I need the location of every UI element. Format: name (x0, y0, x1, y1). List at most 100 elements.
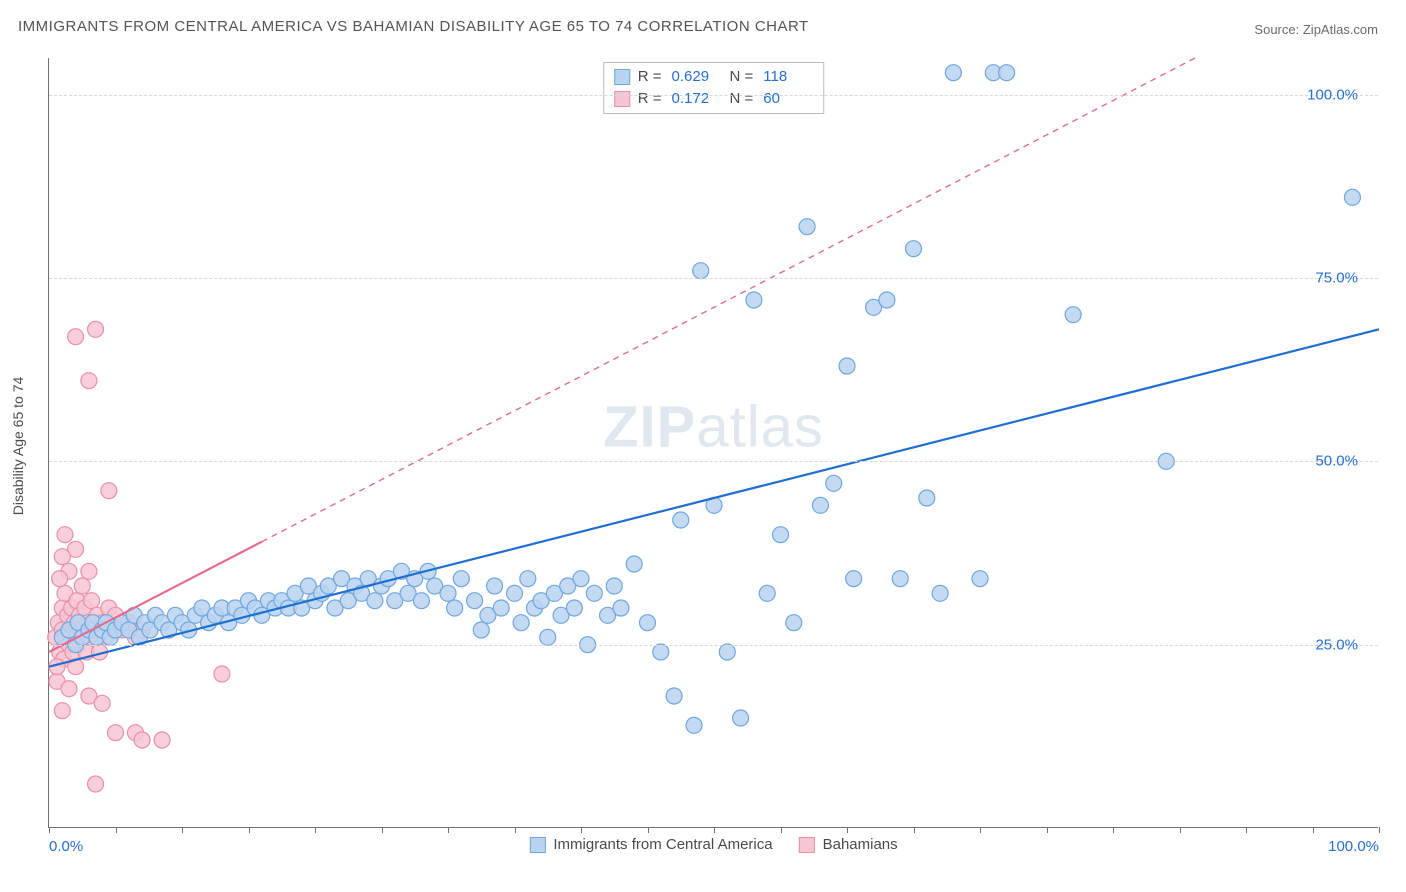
legend-swatch (614, 91, 630, 107)
data-point (88, 776, 104, 792)
x-tick (49, 827, 50, 833)
data-point (1065, 307, 1081, 323)
data-point (613, 600, 629, 616)
data-point (453, 571, 469, 587)
data-point (693, 263, 709, 279)
r-value: 0.629 (672, 66, 722, 88)
x-tick (781, 827, 782, 833)
x-tick (1313, 827, 1314, 833)
stat-legend: R =0.629N =118R =0.172N =60 (603, 62, 825, 114)
legend-swatch (529, 837, 545, 853)
x-tick (182, 827, 183, 833)
data-point (74, 578, 90, 594)
bottom-legend-item: Bahamians (799, 836, 898, 853)
data-point (673, 512, 689, 528)
data-point (467, 593, 483, 609)
data-point (367, 593, 383, 609)
data-point (733, 710, 749, 726)
trend-line-dashed (262, 58, 1195, 542)
legend-swatch (614, 69, 630, 85)
x-tick (315, 827, 316, 833)
n-value: 118 (763, 66, 813, 88)
legend-label: Immigrants from Central America (553, 836, 772, 853)
n-label: N = (730, 88, 754, 110)
data-point (919, 490, 935, 506)
data-point (57, 527, 73, 543)
data-point (84, 593, 100, 609)
data-point (134, 732, 150, 748)
data-point (666, 688, 682, 704)
gridline-h (49, 95, 1378, 96)
r-value: 0.172 (672, 88, 722, 110)
data-point (540, 629, 556, 645)
plot-area: ZIPatlas R =0.629N =118R =0.172N =60 Imm… (48, 58, 1378, 828)
gridline-h (49, 461, 1378, 462)
source-attribution: Source: ZipAtlas.com (1254, 22, 1378, 37)
bottom-legend: Immigrants from Central America Bahamians (529, 836, 897, 853)
data-point (108, 725, 124, 741)
x-tick (249, 827, 250, 833)
x-tick (714, 827, 715, 833)
y-axis-title: Disability Age 65 to 74 (10, 377, 26, 516)
x-tick-label: 100.0% (1328, 838, 1379, 855)
data-point (719, 644, 735, 660)
legend-label: Bahamians (823, 836, 898, 853)
stat-legend-row: R = 0.629 N = 118 (614, 66, 814, 88)
data-point (493, 600, 509, 616)
data-point (88, 321, 104, 337)
x-tick (581, 827, 582, 833)
data-point (906, 241, 922, 257)
data-point (786, 615, 802, 631)
x-tick (980, 827, 981, 833)
data-point (507, 585, 523, 601)
x-tick (116, 827, 117, 833)
data-point (61, 681, 77, 697)
data-point (513, 615, 529, 631)
data-point (773, 527, 789, 543)
x-tick (1047, 827, 1048, 833)
x-tick (382, 827, 383, 833)
x-tick (448, 827, 449, 833)
legend-swatch (799, 837, 815, 853)
trend-line (49, 329, 1379, 666)
data-point (746, 292, 762, 308)
y-tick-label: 25.0% (1315, 636, 1358, 653)
x-tick (1246, 827, 1247, 833)
data-point (54, 703, 70, 719)
y-tick-label: 50.0% (1315, 453, 1358, 470)
data-point (839, 358, 855, 374)
data-point (573, 571, 589, 587)
data-point (520, 571, 536, 587)
y-tick-label: 75.0% (1315, 270, 1358, 287)
data-point (812, 497, 828, 513)
chart-title: IMMIGRANTS FROM CENTRAL AMERICA VS BAHAM… (18, 18, 809, 35)
data-point (81, 373, 97, 389)
bottom-legend-item: Immigrants from Central America (529, 836, 772, 853)
data-point (972, 571, 988, 587)
data-point (999, 65, 1015, 81)
data-point (1344, 189, 1360, 205)
data-point (826, 475, 842, 491)
data-point (879, 292, 895, 308)
data-point (606, 578, 622, 594)
data-point (759, 585, 775, 601)
x-tick (515, 827, 516, 833)
data-point (413, 593, 429, 609)
data-point (473, 622, 489, 638)
data-point (52, 571, 68, 587)
n-label: N = (730, 66, 754, 88)
data-point (566, 600, 582, 616)
data-point (892, 571, 908, 587)
data-point (846, 571, 862, 587)
data-point (68, 329, 84, 345)
chart-svg (49, 58, 1378, 827)
x-tick (914, 827, 915, 833)
data-point (640, 615, 656, 631)
data-point (653, 644, 669, 660)
data-point (626, 556, 642, 572)
r-label: R = (638, 88, 662, 110)
stat-legend-row: R =0.172N =60 (614, 88, 814, 110)
data-point (487, 578, 503, 594)
data-point (932, 585, 948, 601)
r-label: R = (638, 66, 662, 88)
